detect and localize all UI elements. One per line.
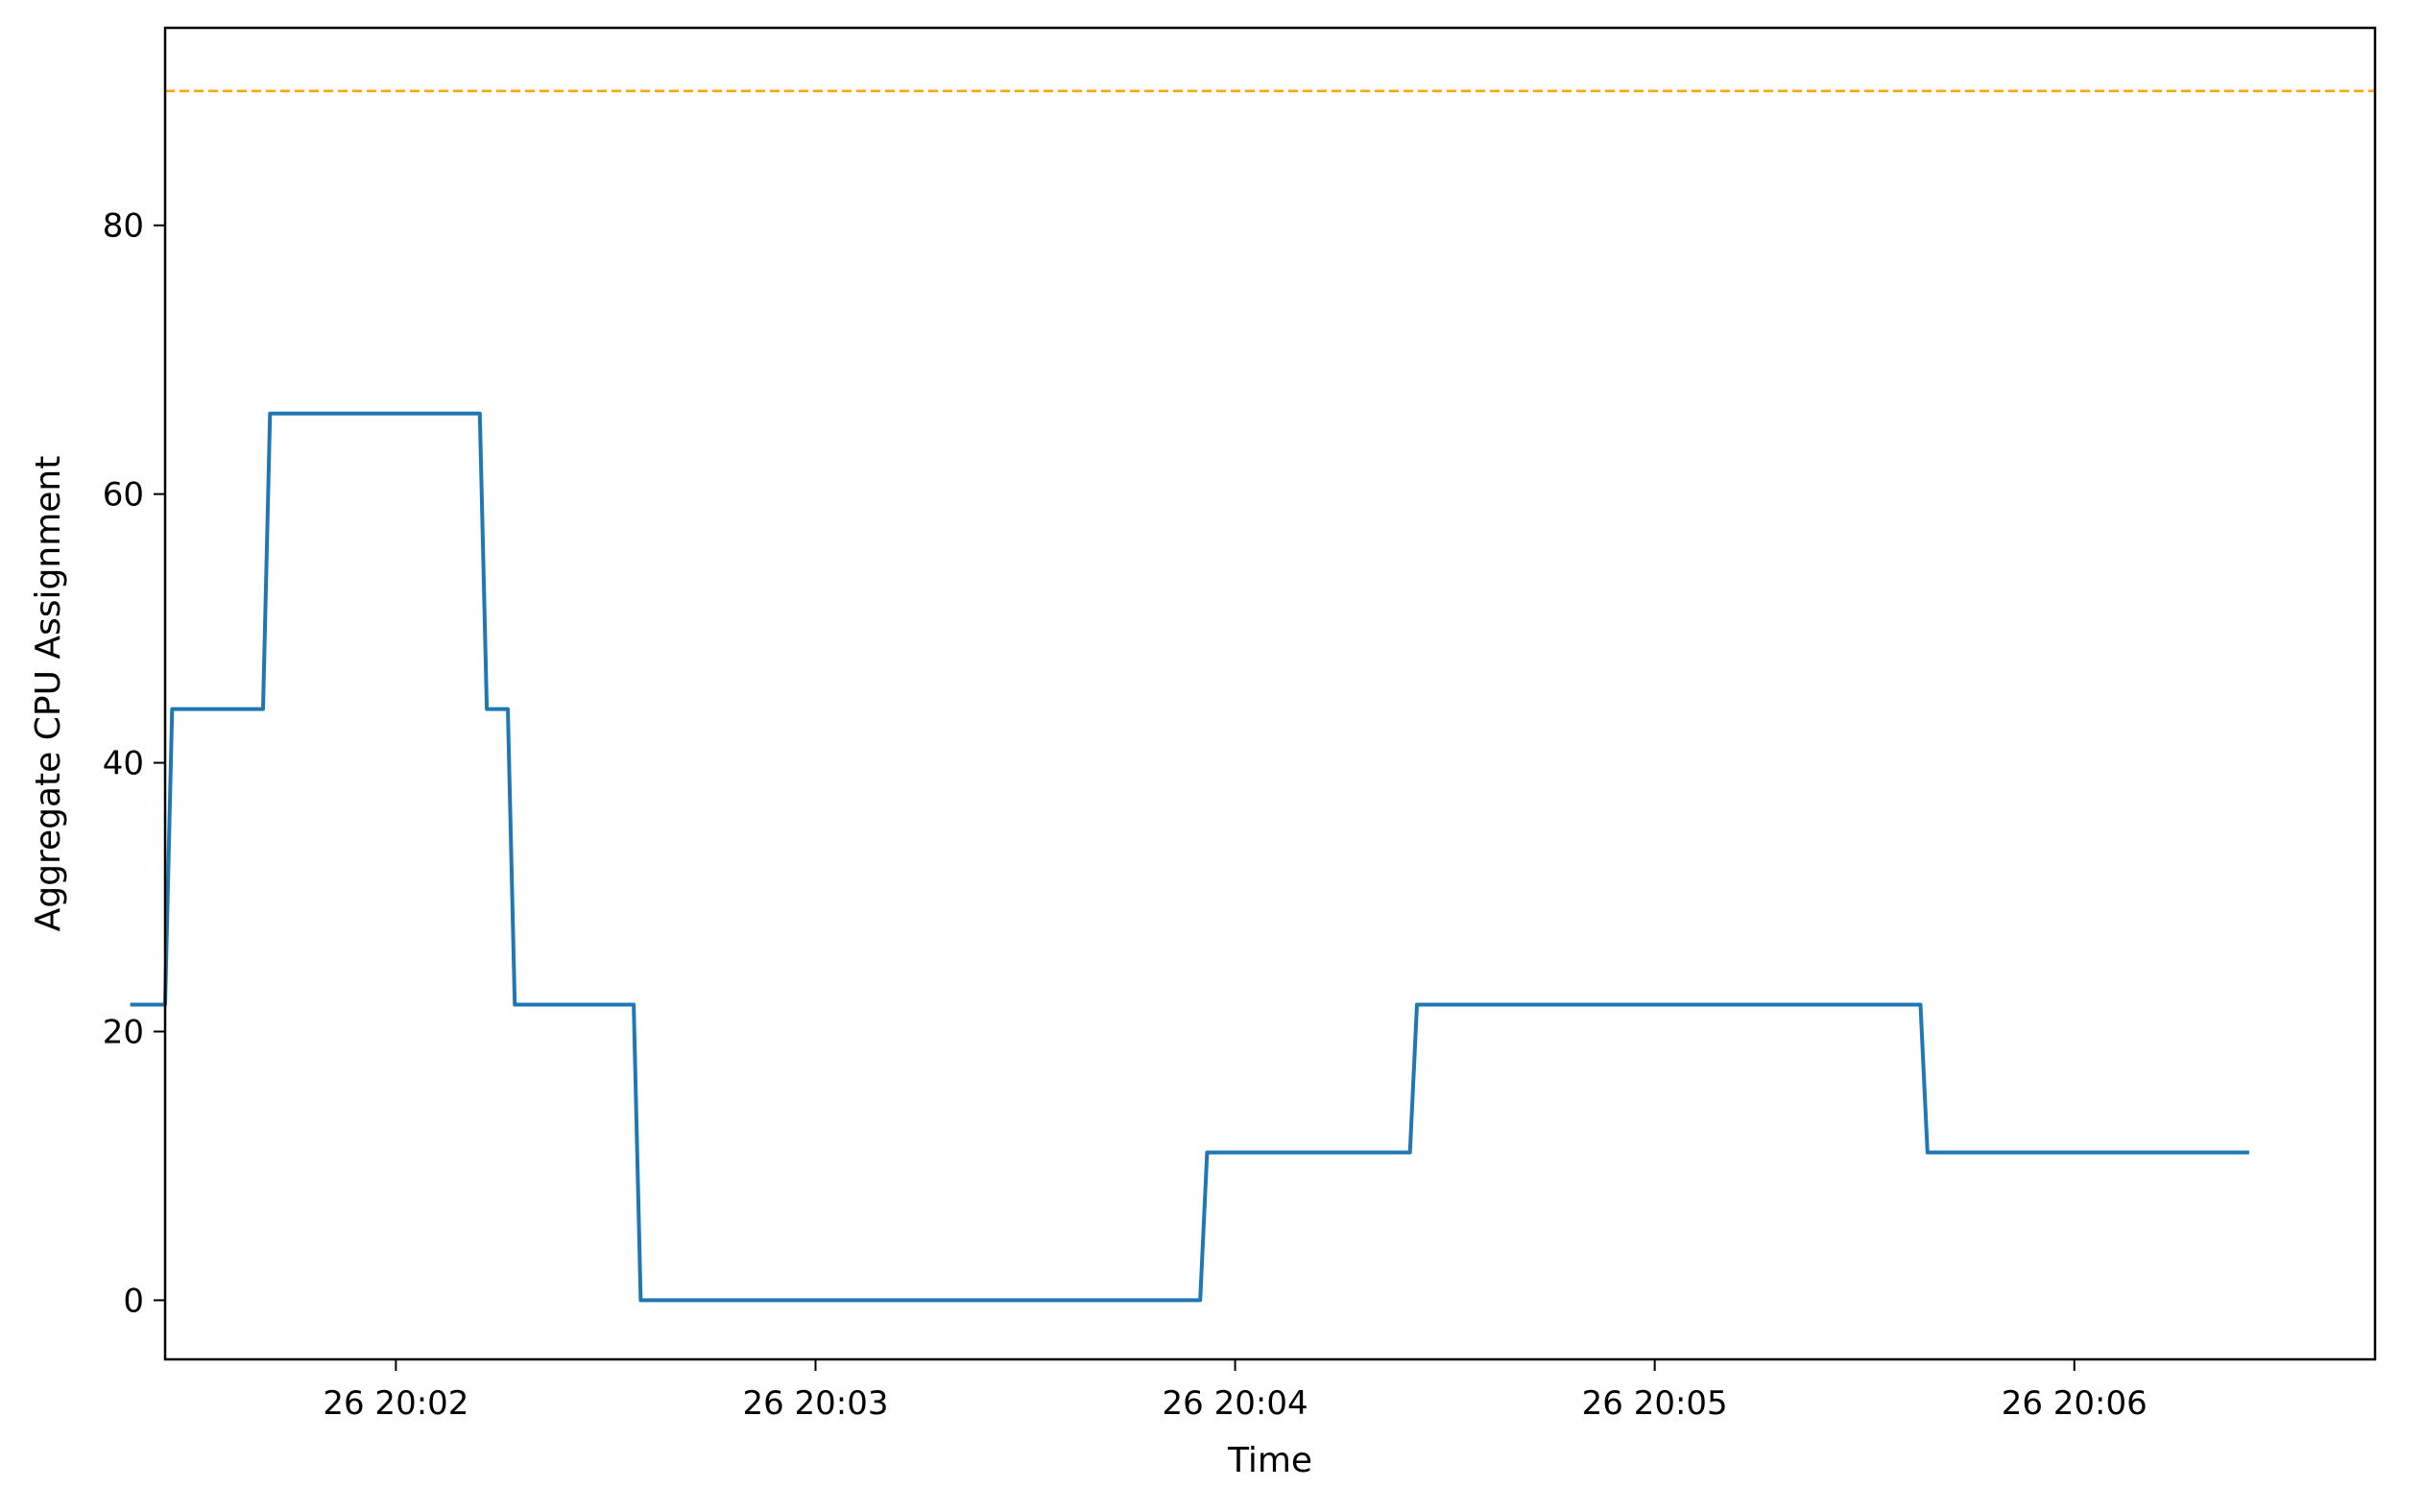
- y-axis-ticks: 0 20 40 60 80: [103, 207, 165, 1320]
- x-tick-label: 26 20:05: [1582, 1384, 1728, 1423]
- y-tick-label: 60: [103, 476, 144, 515]
- y-tick-label: 0: [123, 1282, 144, 1320]
- y-axis-label: Aggregate CPU Assignment: [29, 456, 68, 932]
- x-tick-label: 26 20:03: [742, 1384, 888, 1423]
- y-tick-label: 40: [103, 745, 144, 783]
- x-axis-ticks: 26 20:02 26 20:03 26 20:04 26 20:05 26 20:06: [323, 1359, 2148, 1423]
- x-tick-label: 26 20:04: [1163, 1384, 1308, 1423]
- x-tick-label: 26 20:02: [323, 1384, 468, 1423]
- y-tick-label: 20: [103, 1013, 144, 1051]
- x-axis-label: Time: [1227, 1441, 1312, 1480]
- plot-area: [130, 89, 2375, 1303]
- plot-frame: [163, 26, 2377, 1361]
- x-tick-label: 26 20:06: [2002, 1384, 2148, 1423]
- series-line-0: [130, 411, 2249, 1303]
- y-tick-label: 80: [103, 207, 144, 246]
